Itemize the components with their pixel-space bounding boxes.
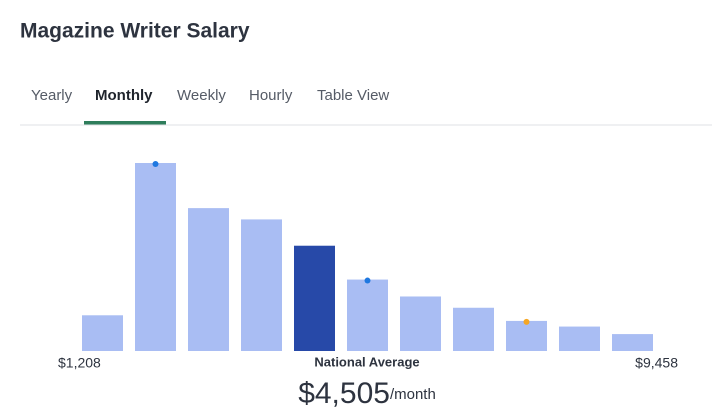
tab[interactable]: Monthly (95, 87, 153, 104)
bar-marker (364, 277, 371, 284)
average: $4,505/month (298, 377, 436, 410)
bar (188, 208, 229, 351)
page-title: Magazine Writer Salary (20, 20, 250, 43)
active-tab-indicator (84, 121, 166, 125)
average-unit: /month (390, 386, 436, 403)
bar (82, 315, 123, 351)
bar (506, 320, 547, 351)
bar (135, 163, 176, 351)
tab[interactable]: Table View (317, 87, 389, 104)
tab[interactable]: Yearly (31, 87, 73, 104)
bar (294, 245, 335, 351)
average-caption: National Average (314, 354, 419, 369)
bar (612, 334, 653, 351)
bar (559, 326, 600, 351)
bar (347, 279, 388, 351)
tab[interactable]: Weekly (177, 87, 226, 104)
bar-marker (152, 161, 159, 167)
average-value: $4,505 (298, 377, 390, 410)
tab[interactable]: Hourly (249, 87, 293, 104)
histogram (82, 161, 653, 351)
bar (453, 307, 494, 351)
max-label: $9,458 (635, 355, 678, 371)
bar-marker (523, 318, 530, 325)
bar (241, 219, 282, 351)
tab-bar: Yearly Monthly Weekly Hourly Table View (31, 87, 389, 125)
min-label: $1,208 (58, 355, 101, 371)
bar (400, 296, 441, 351)
